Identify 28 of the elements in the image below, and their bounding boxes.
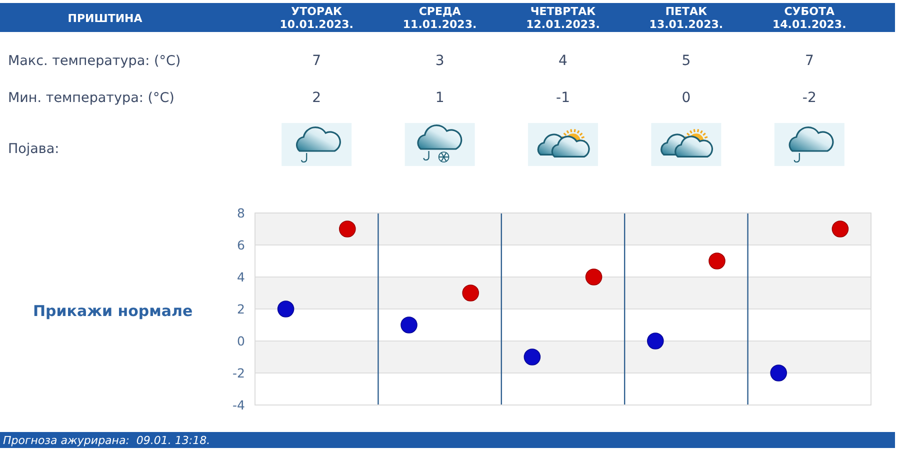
y-tick-label: 2 [237,302,245,316]
category-label: ЧЕТВРТАК 12.01.2023. [526,5,600,31]
category-label: ПЕТАК 13.01.2023. [649,5,724,31]
text: Појава: [8,141,60,157]
data-label: 5 [682,53,691,69]
text: Прогноза ажурирана: 09.01. 13:18. [3,434,210,447]
y-tick-label: 6 [237,238,246,252]
data-label: -2 [802,90,816,106]
data-label: 4 [558,53,568,69]
category-label: СУБОТА 14.01.2023. [772,5,846,31]
text: Мин. температура: (°C) [8,90,174,106]
category-label: СРЕДА 11.01.2023. [402,5,477,31]
text: Макс. температура: (°C) [8,53,181,69]
y-tick-label: 8 [237,206,246,220]
data-label: 0 [682,90,691,106]
data-label: 3 [435,53,444,69]
y-tick-label: 4 [237,270,246,284]
data-label: 2 [312,90,322,106]
text: ПРИШТИНА [68,12,143,25]
y-tick-label: 0 [237,334,246,348]
data-label: -1 [556,90,570,106]
data-label: 1 [435,90,444,106]
text: Прикажи нормале [33,302,193,320]
data-label: 7 [312,53,322,69]
data-label: 7 [804,53,814,69]
y-tick-label: -4 [232,398,246,412]
y-tick-label: -2 [232,366,245,380]
category-label: УТОРАК 10.01.2023. [280,5,354,31]
